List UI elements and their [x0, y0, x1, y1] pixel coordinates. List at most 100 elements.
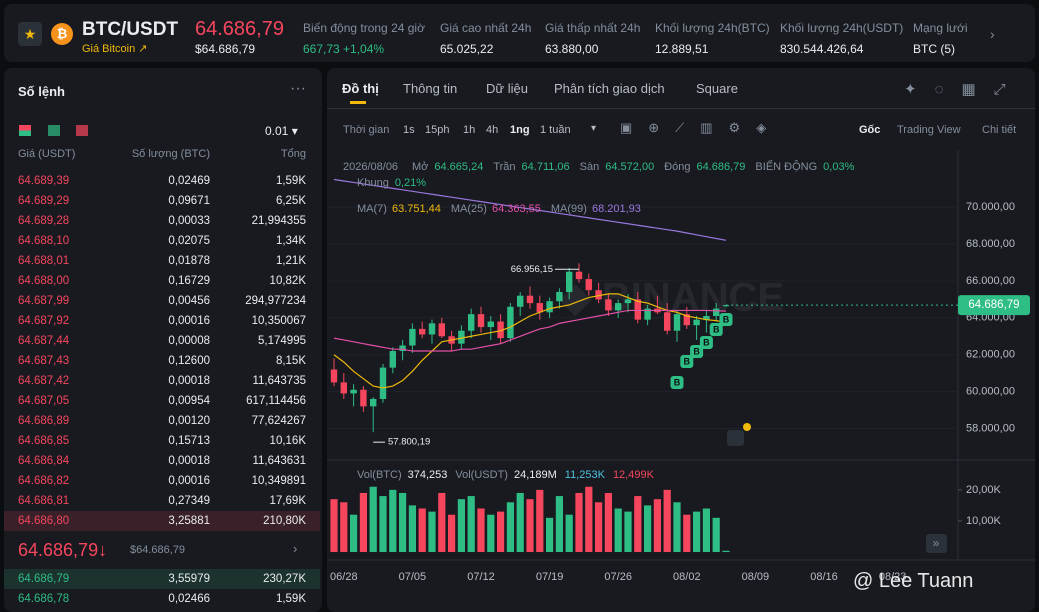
- row-qty: 0,00120: [168, 415, 210, 427]
- row-price[interactable]: 64.686,85: [18, 435, 70, 447]
- stat-label: Khối lượng 24h(USDT): [780, 21, 904, 35]
- row-price[interactable]: 64.686,84: [18, 455, 70, 467]
- row-qty: 0,02466: [168, 593, 210, 605]
- col-total: Tổng: [280, 148, 306, 160]
- row-price[interactable]: 64.687,05: [18, 395, 70, 407]
- stat-value: 830.544.426,64: [780, 42, 864, 56]
- interval[interactable]: 4h: [486, 124, 499, 136]
- row-price[interactable]: 64.687,99: [18, 295, 70, 307]
- scroll-right[interactable]: ›: [990, 26, 995, 42]
- depth-row: [4, 569, 320, 589]
- row-total: 1,59K: [275, 593, 306, 605]
- stat-label: Biến động trong 24 giờ: [303, 21, 425, 35]
- stat-label: Giá cao nhất 24h: [440, 21, 532, 35]
- row-price[interactable]: 64.687,92: [18, 315, 70, 327]
- row-qty: 0,12600: [168, 355, 210, 367]
- row-qty: 0,00008: [168, 335, 210, 347]
- row-total: 10,82K: [269, 275, 306, 287]
- row-total: 77,624267: [251, 415, 306, 427]
- header-bar: [4, 4, 1035, 62]
- row-qty: 0,01878: [168, 255, 210, 267]
- row-qty: 0,00954: [168, 395, 210, 407]
- view-both[interactable]: [19, 125, 31, 136]
- orderbook-title: Số lệnh: [18, 84, 65, 99]
- col-qty: Số lượng (BTC): [131, 148, 210, 160]
- row-qty: 0,27349: [168, 495, 210, 507]
- favorite-star[interactable]: ★: [18, 22, 42, 46]
- row-price[interactable]: 64.687,44: [18, 335, 70, 347]
- stat-value: 65.025,22: [440, 42, 494, 56]
- pair[interactable]: BTC/USDT: [82, 19, 179, 40]
- row-qty: 3,55979: [168, 573, 210, 585]
- tab[interactable]: Thông tin: [403, 81, 458, 96]
- row-qty: 0,00456: [168, 295, 210, 307]
- row-total: 11,643631: [252, 455, 306, 467]
- row-price[interactable]: 64.689,29: [18, 195, 70, 207]
- watermark: @ Lee Tuann: [853, 570, 974, 592]
- interval-more[interactable]: ▾: [591, 123, 597, 134]
- row-qty: 0,02469: [168, 175, 210, 187]
- interval[interactable]: 1 tuần: [540, 124, 571, 136]
- chart-tools[interactable]: ✦◌▦⤢: [904, 81, 1024, 98]
- interval[interactable]: 1ng: [510, 124, 530, 136]
- row-qty: 0,02075: [168, 235, 210, 247]
- tab[interactable]: Square: [696, 81, 738, 96]
- stat-value: 63.880,00: [545, 42, 599, 56]
- row-price[interactable]: 64.687,43: [18, 355, 70, 367]
- divider: [327, 108, 1035, 109]
- tab[interactable]: Dữ liệu: [486, 81, 528, 96]
- row-total: 6,25K: [275, 195, 306, 207]
- row-total: 230,27K: [263, 573, 306, 585]
- stat-value: BTC (5): [913, 42, 955, 56]
- row-price[interactable]: 64.689,28: [18, 215, 70, 227]
- row-qty: 0,00016: [168, 315, 210, 327]
- expand[interactable]: ›: [293, 541, 298, 556]
- row-price[interactable]: 64.688,01: [18, 255, 70, 267]
- view[interactable]: Gốc: [859, 124, 881, 136]
- row-price[interactable]: 64.686,79: [18, 573, 70, 585]
- row-price[interactable]: 64.686,89: [18, 415, 70, 427]
- view[interactable]: Trading View: [897, 124, 961, 136]
- tab[interactable]: Đồ thị: [342, 81, 379, 96]
- view[interactable]: Chi tiết: [982, 124, 1017, 136]
- price: 64.686,79: [195, 18, 284, 40]
- row-price[interactable]: 64.688,10: [18, 235, 70, 247]
- row-total: 210,80K: [263, 515, 306, 527]
- view-bids[interactable]: [48, 125, 60, 136]
- stat-label: Mạng lưới: [913, 21, 968, 35]
- row-price[interactable]: 64.686,81: [18, 495, 70, 507]
- row-total: 11,643735: [252, 375, 306, 387]
- btc-logo: ₿: [51, 23, 73, 45]
- tab-underline: [350, 101, 366, 104]
- row-price[interactable]: 64.686,78: [18, 593, 70, 605]
- tool-icons[interactable]: ▣⊕⟋▥⚙◈: [620, 120, 783, 135]
- row-qty: 0,00018: [168, 455, 210, 467]
- row-qty: 3,25881: [168, 515, 210, 527]
- more-menu[interactable]: ···: [290, 80, 306, 97]
- row-price[interactable]: 64.687,42: [18, 375, 70, 387]
- row-total: 1,34K: [275, 235, 306, 247]
- row-total: 17,69K: [269, 495, 306, 507]
- interval[interactable]: 1s: [403, 124, 415, 136]
- chart-panel: [327, 68, 1035, 612]
- interval[interactable]: 15ph: [425, 124, 450, 136]
- view-asks[interactable]: [76, 125, 88, 136]
- row-price[interactable]: 64.686,80: [18, 515, 70, 527]
- row-price[interactable]: 64.689,39: [18, 175, 70, 187]
- row-total: 1,59K: [275, 175, 306, 187]
- row-qty: 0,16729: [168, 275, 210, 287]
- toolbar-label: Thời gian: [343, 124, 390, 136]
- row-total: 294,977234: [245, 295, 306, 307]
- stat-value: 12.889,51: [655, 42, 709, 56]
- interval[interactable]: 1h: [463, 124, 476, 136]
- row-price[interactable]: 64.686,82: [18, 475, 70, 487]
- tab[interactable]: Phân tích giao dịch: [554, 81, 665, 96]
- stat-label: Giá thấp nhất 24h: [545, 21, 641, 35]
- row-total: 10,350067: [251, 315, 306, 327]
- precision[interactable]: 0.01 ▾: [265, 124, 298, 138]
- last-price: 64.686,79↓: [18, 540, 108, 560]
- orderbook-panel: [4, 68, 322, 612]
- row-total: 5,174995: [258, 335, 306, 347]
- row-price[interactable]: 64.688,00: [18, 275, 70, 287]
- subtitle[interactable]: Giá Bitcoin ↗: [82, 43, 148, 55]
